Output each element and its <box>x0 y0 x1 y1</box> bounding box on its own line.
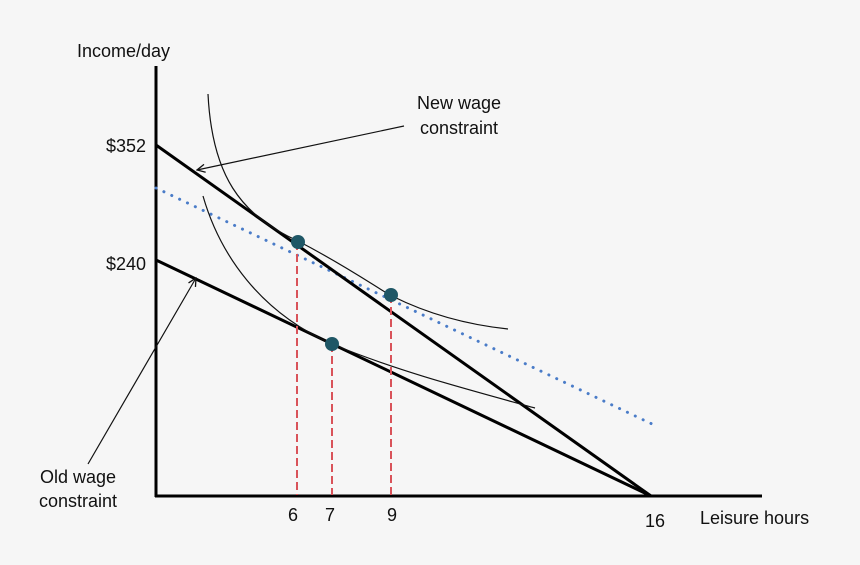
y-axis-label: Income/day <box>77 41 170 61</box>
new-wage-label-line2: constraint <box>420 118 498 138</box>
old-wage-constraint-line <box>155 258 652 498</box>
point-leisure-7 <box>325 337 339 351</box>
x-tick-9: 9 <box>387 505 397 525</box>
y-tick-352: $352 <box>106 136 146 156</box>
high-indifference-curve <box>207 93 509 330</box>
x-tick-16: 16 <box>645 511 665 531</box>
new-wage-arrow <box>197 125 405 170</box>
point-leisure-6 <box>291 235 305 249</box>
old-wage-arrow <box>87 278 196 465</box>
point-leisure-9 <box>384 288 398 302</box>
new-wage-label-line1: New wage <box>417 93 501 113</box>
x-tick-7: 7 <box>325 505 335 525</box>
new-wage-constraint-line <box>155 143 652 498</box>
y-tick-240: $240 <box>106 254 146 274</box>
x-axis-label: Leisure hours <box>700 508 809 528</box>
dotted-wage-line <box>154 186 654 426</box>
low-indifference-curve <box>202 195 536 409</box>
old-wage-label-line1: Old wage <box>40 467 116 487</box>
old-wage-label-line2: constraint <box>39 491 117 511</box>
x-tick-6: 6 <box>288 505 298 525</box>
